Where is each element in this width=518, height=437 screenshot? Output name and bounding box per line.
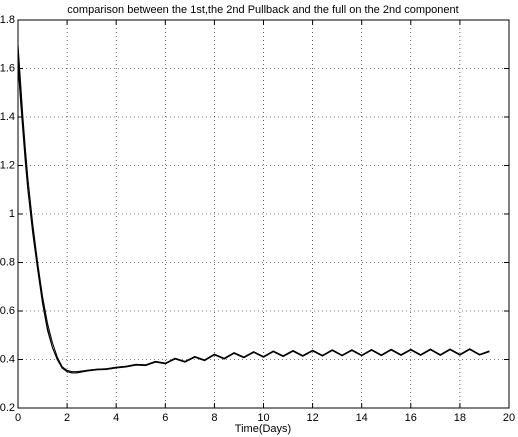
series-line [17, 63, 490, 374]
y-tick-label: 0.6 [0, 305, 15, 317]
x-tick-label: 12 [306, 412, 318, 424]
series-line [17, 44, 490, 373]
x-tick-label: 18 [454, 412, 466, 424]
y-tick-label: 1.6 [0, 62, 15, 74]
y-tick-label: 1.2 [0, 159, 15, 171]
y-tick-label: 0.4 [0, 353, 15, 365]
x-tick-label: 6 [162, 412, 168, 424]
chart-title: comparison between the 1st,the 2nd Pullb… [67, 4, 458, 16]
plot-frame [17, 19, 510, 409]
x-tick-label: 2 [64, 412, 70, 424]
x-tick-label: 10 [257, 412, 269, 424]
y-tick-label: 0.8 [0, 256, 15, 268]
x-tick-label: 20 [503, 412, 515, 424]
y-tick-label: 0.2 [0, 402, 15, 414]
y-tick-label: 1.8 [0, 14, 15, 26]
x-tick-label: 16 [405, 412, 417, 424]
series-line [17, 56, 490, 374]
y-tick-label: 1.4 [0, 111, 15, 123]
x-axis-label: Time(Days) [235, 423, 291, 435]
x-tick-label: 4 [113, 412, 119, 424]
y-tick-label: 1 [9, 208, 15, 220]
x-tick-label: 0 [15, 412, 21, 424]
x-tick-label: 8 [211, 412, 217, 424]
x-tick-label: 14 [356, 412, 368, 424]
